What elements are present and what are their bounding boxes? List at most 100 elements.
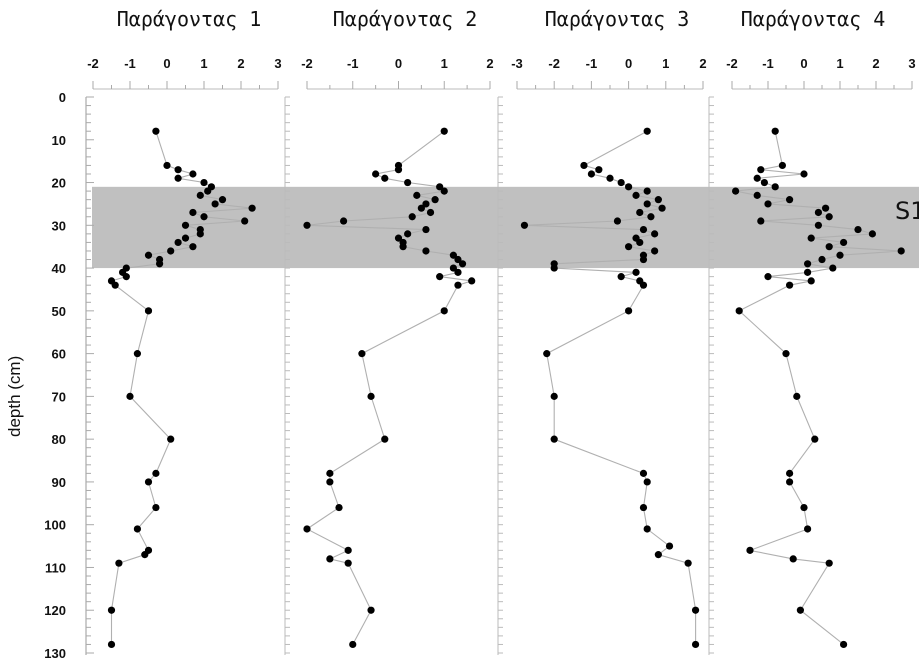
panel-4-data-point bbox=[807, 277, 815, 285]
panel-1-data-point bbox=[122, 273, 130, 281]
panel-1-data-point bbox=[152, 127, 160, 135]
panel-4-data-point bbox=[786, 281, 794, 289]
panel-2-data-point bbox=[436, 273, 444, 281]
depth-tick-label: 120 bbox=[44, 603, 66, 618]
panel-1-data-point bbox=[181, 221, 190, 229]
panel-4-data-point bbox=[786, 469, 794, 477]
panel-2-data-point bbox=[335, 503, 343, 512]
panel-2-data-point bbox=[454, 281, 462, 289]
panel-2-data-point bbox=[422, 247, 430, 255]
panel-4-data-point bbox=[778, 161, 787, 170]
panel-4-data-point bbox=[796, 606, 805, 614]
panel-3-data-point bbox=[550, 264, 558, 272]
panel-4-data-point bbox=[811, 435, 819, 443]
panel-2-data-point bbox=[326, 478, 334, 486]
panel-4-data-point bbox=[836, 251, 844, 259]
panel-1-data-point bbox=[115, 559, 123, 567]
panel-title-1: Παράγοντας 1 bbox=[117, 7, 262, 31]
panel-1-data-point bbox=[107, 640, 116, 649]
panel-2-data-point bbox=[468, 277, 476, 285]
depth-tick-label: 60 bbox=[52, 347, 66, 362]
panel-4-data-point bbox=[753, 191, 761, 199]
panel-4-data-point bbox=[760, 178, 769, 187]
panel-2-x-tick-label: 0 bbox=[395, 56, 402, 71]
panel-3-x-tick-label: 2 bbox=[699, 56, 706, 71]
panel-2-data-point bbox=[394, 166, 403, 174]
panel-4-x-tick-label: 0 bbox=[800, 56, 807, 71]
panel-2-data-point bbox=[404, 178, 412, 187]
panel-3-data-point bbox=[665, 542, 674, 550]
panel-2-data-point bbox=[422, 200, 430, 208]
panel-1-data-point bbox=[241, 217, 249, 225]
depth-tick-label: 130 bbox=[44, 646, 66, 660]
panel-3-x-tick-label: -3 bbox=[511, 56, 523, 71]
panel-2-data-point bbox=[303, 525, 311, 533]
panel-3-data-point bbox=[643, 187, 651, 195]
panel-3-x-tick-label: 0 bbox=[625, 56, 632, 71]
panel-4-data-point bbox=[840, 238, 848, 247]
panel-2-data-point bbox=[426, 208, 435, 217]
panel-3-data-point bbox=[543, 350, 551, 358]
panel-3-data-point bbox=[550, 392, 558, 400]
panel-4-data-point bbox=[814, 221, 823, 229]
highlight-band bbox=[92, 186, 919, 269]
panel-4-data-point bbox=[804, 268, 812, 276]
panel-title-4: Παράγοντας 4 bbox=[741, 7, 886, 31]
panel-3-data-point bbox=[636, 208, 644, 217]
panel-2-data-point bbox=[394, 234, 403, 242]
panel-1-x-tick-label: 2 bbox=[237, 56, 244, 71]
panel-1-data-point bbox=[248, 204, 256, 212]
panel-4-data-point bbox=[807, 234, 815, 242]
panel-1-x-tick-label: 0 bbox=[163, 56, 170, 71]
panel-2-data-point bbox=[381, 435, 389, 443]
panel-1-data-point bbox=[133, 350, 141, 358]
panel-3-data-point bbox=[639, 503, 648, 512]
panel-2-data-point bbox=[408, 213, 416, 221]
panel-2-x-tick-label: 2 bbox=[486, 56, 493, 71]
panel-1-data-point bbox=[189, 243, 197, 251]
panel-2-data-point bbox=[454, 255, 462, 264]
panel-3-data-point bbox=[550, 435, 558, 443]
panel-2-data-point bbox=[349, 640, 357, 649]
panel-2-data-point bbox=[440, 127, 448, 135]
panel-3-data-point bbox=[617, 178, 625, 187]
panel-1-data-point bbox=[144, 478, 153, 486]
panel-3-data-point bbox=[643, 478, 651, 486]
panel-2-x-tick-label: -1 bbox=[347, 56, 359, 71]
panel-2-data-point bbox=[326, 555, 334, 563]
depth-tick-label: 70 bbox=[52, 389, 66, 404]
depth-tick-label: 90 bbox=[52, 475, 66, 490]
depth-tick-label: 20 bbox=[52, 176, 66, 191]
panel-3-x-tick-label: 1 bbox=[662, 56, 669, 71]
depth-tick-label: 80 bbox=[52, 432, 66, 447]
panel-4-data-point bbox=[793, 392, 801, 400]
panel-1-data-point bbox=[189, 170, 197, 178]
panel-2-data-point bbox=[344, 559, 352, 567]
panel-title-3: Παράγοντας 3 bbox=[545, 7, 690, 31]
panel-1-data-point bbox=[133, 525, 141, 533]
panel-2-data-point bbox=[422, 225, 430, 234]
panel-3-data-point bbox=[632, 191, 640, 199]
depth-tick-label: 10 bbox=[52, 133, 66, 148]
panel-4-data-point bbox=[822, 204, 830, 212]
panel-4-data-point bbox=[868, 230, 877, 238]
panel-3-data-point bbox=[658, 204, 666, 212]
panel-1-data-point bbox=[152, 469, 160, 477]
panel-1-data-point bbox=[141, 551, 149, 559]
panel-4-x-tick-label: -2 bbox=[726, 56, 738, 71]
panel-4-data-point bbox=[735, 307, 743, 315]
panel-3-data-point bbox=[647, 213, 655, 221]
panel-2-data-point bbox=[367, 392, 375, 400]
panel-4-data-point bbox=[818, 255, 826, 264]
panel-2-data-point bbox=[417, 204, 425, 212]
panel-4-data-point bbox=[800, 170, 808, 178]
panel-4-data-point bbox=[764, 200, 772, 208]
panel-2-data-point bbox=[404, 230, 412, 238]
panel-3-data-point bbox=[606, 174, 614, 182]
panel-4-data-point bbox=[771, 183, 779, 191]
panel-2-data-point bbox=[413, 191, 421, 199]
panel-1-data-point bbox=[204, 187, 212, 195]
depth-tick-label: 100 bbox=[44, 518, 66, 533]
panel-4-x-tick-label: -1 bbox=[762, 56, 774, 71]
